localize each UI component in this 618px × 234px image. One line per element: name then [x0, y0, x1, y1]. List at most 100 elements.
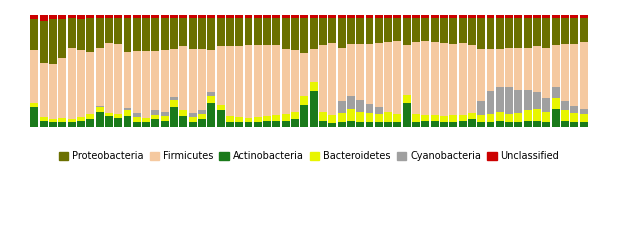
- Bar: [58, 122, 66, 127]
- Bar: [514, 90, 522, 113]
- Bar: [226, 18, 234, 46]
- Bar: [151, 110, 159, 115]
- Bar: [561, 121, 569, 127]
- Bar: [477, 18, 485, 49]
- Bar: [570, 122, 578, 127]
- Bar: [403, 102, 411, 127]
- Bar: [356, 44, 364, 100]
- Bar: [440, 15, 448, 18]
- Bar: [459, 18, 467, 43]
- Bar: [96, 106, 104, 107]
- Bar: [96, 107, 104, 112]
- Bar: [254, 117, 262, 122]
- Bar: [245, 15, 253, 18]
- Bar: [449, 44, 457, 115]
- Bar: [421, 115, 430, 121]
- Bar: [282, 18, 290, 49]
- Bar: [105, 43, 113, 113]
- Bar: [188, 49, 197, 113]
- Bar: [347, 121, 355, 127]
- Bar: [300, 96, 308, 105]
- Bar: [514, 15, 522, 18]
- Bar: [533, 109, 541, 121]
- Bar: [179, 15, 187, 18]
- Bar: [552, 109, 560, 127]
- Bar: [170, 49, 178, 97]
- Bar: [337, 15, 345, 18]
- Bar: [96, 15, 104, 18]
- Bar: [310, 82, 318, 91]
- Bar: [124, 110, 132, 116]
- Bar: [49, 15, 57, 19]
- Bar: [114, 118, 122, 127]
- Bar: [291, 18, 299, 50]
- Bar: [30, 102, 38, 107]
- Bar: [77, 15, 85, 19]
- Bar: [161, 18, 169, 50]
- Bar: [207, 96, 215, 102]
- Bar: [514, 122, 522, 127]
- Bar: [161, 112, 169, 116]
- Bar: [365, 15, 373, 18]
- Bar: [431, 42, 439, 115]
- Bar: [412, 15, 420, 18]
- Bar: [543, 18, 550, 48]
- Bar: [319, 18, 327, 45]
- Bar: [449, 115, 457, 122]
- Bar: [226, 122, 234, 127]
- Bar: [198, 114, 206, 119]
- Bar: [207, 92, 215, 96]
- Bar: [68, 122, 75, 127]
- Bar: [496, 18, 504, 49]
- Bar: [161, 50, 169, 112]
- Bar: [133, 15, 141, 18]
- Bar: [282, 121, 290, 127]
- Bar: [496, 15, 504, 18]
- Bar: [263, 15, 271, 18]
- Bar: [431, 18, 439, 42]
- Bar: [477, 15, 485, 18]
- Bar: [365, 104, 373, 113]
- Bar: [561, 110, 569, 121]
- Bar: [151, 119, 159, 127]
- Bar: [263, 121, 271, 127]
- Bar: [207, 18, 215, 50]
- Bar: [440, 122, 448, 127]
- Bar: [570, 15, 578, 18]
- Bar: [524, 110, 531, 121]
- Bar: [552, 87, 560, 98]
- Bar: [68, 119, 75, 122]
- Bar: [459, 115, 467, 121]
- Bar: [533, 121, 541, 127]
- Bar: [496, 87, 504, 112]
- Bar: [468, 18, 476, 45]
- Bar: [580, 109, 588, 114]
- Bar: [217, 15, 224, 18]
- Bar: [561, 15, 569, 18]
- Bar: [524, 18, 531, 48]
- Bar: [505, 114, 513, 122]
- Bar: [496, 121, 504, 127]
- Bar: [40, 21, 48, 63]
- Bar: [77, 117, 85, 121]
- Bar: [68, 48, 75, 119]
- Bar: [496, 49, 504, 87]
- Bar: [514, 18, 522, 48]
- Bar: [468, 45, 476, 113]
- Bar: [161, 121, 169, 127]
- Bar: [394, 114, 401, 122]
- Bar: [198, 119, 206, 127]
- Bar: [124, 108, 132, 110]
- Bar: [263, 116, 271, 121]
- Bar: [68, 15, 75, 18]
- Bar: [30, 107, 38, 127]
- Bar: [524, 15, 531, 18]
- Bar: [263, 18, 271, 45]
- Bar: [179, 18, 187, 46]
- Bar: [375, 43, 383, 107]
- Bar: [347, 15, 355, 18]
- Bar: [49, 119, 57, 122]
- Bar: [235, 46, 243, 117]
- Bar: [561, 18, 569, 44]
- Bar: [30, 15, 38, 19]
